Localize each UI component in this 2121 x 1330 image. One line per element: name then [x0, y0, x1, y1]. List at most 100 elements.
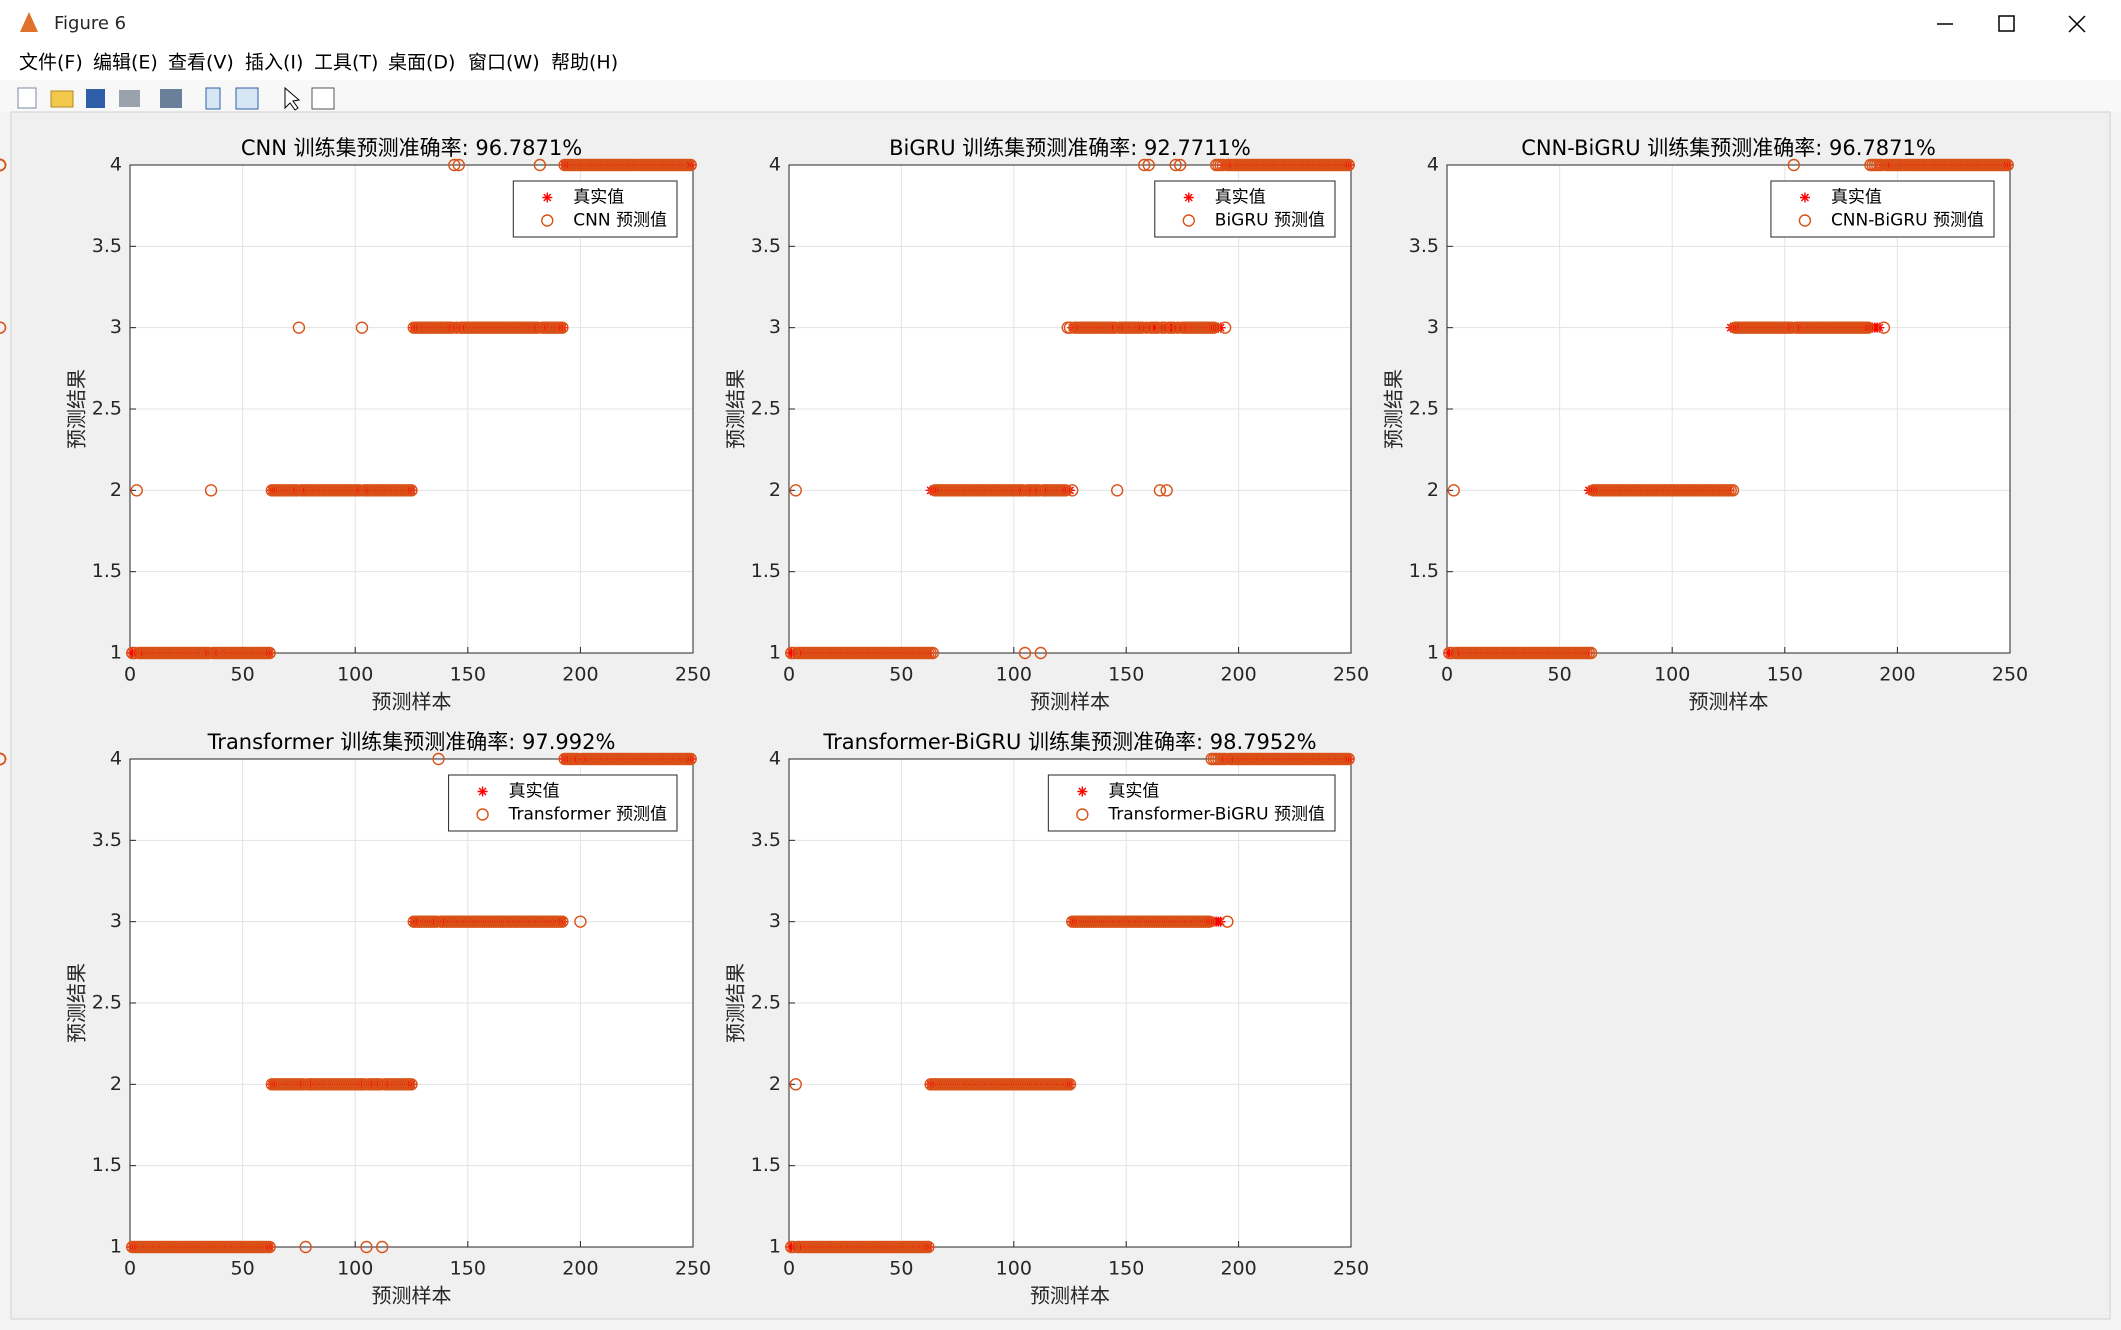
chart-title: BiGRU 训练集预测准确率: 92.7711% [889, 136, 1251, 160]
menu-item[interactable]: 桌面(D) [388, 52, 455, 74]
y-axis-label: 预测结果 [65, 963, 89, 1043]
legend: 真实值 Transformer 预测值 [448, 774, 678, 832]
data-point [1065, 485, 1075, 496]
legend-icon[interactable] [235, 87, 259, 110]
series [127, 160, 696, 658]
print-icon[interactable] [119, 90, 140, 107]
menu-item[interactable]: 编辑(E) [93, 52, 158, 74]
data-point [1169, 158, 1182, 172]
data-point [1787, 158, 1801, 172]
y-tick-label: 1 [110, 642, 122, 664]
open-icon[interactable] [50, 90, 74, 108]
title-bar [0, 0, 2121, 46]
x-tick-label: 200 [1220, 1258, 1256, 1280]
data-point [922, 1240, 935, 1254]
data-point [1018, 646, 1032, 660]
y-tick-label: 3.5 [751, 235, 781, 257]
y-tick-label: 2.5 [92, 992, 122, 1014]
data-point [1034, 646, 1047, 660]
toolbar [0, 80, 2121, 112]
x-tick-label: 250 [1992, 664, 2028, 686]
x-tick-label: 100 [1654, 664, 1690, 686]
menu-item[interactable]: 帮助(H) [551, 52, 618, 74]
pointer-icon[interactable] [284, 86, 301, 111]
menu-bar [0, 46, 2121, 80]
close-button[interactable] [2068, 15, 2086, 33]
data-point [1173, 158, 1187, 172]
data-point [533, 158, 547, 172]
save-icon[interactable] [86, 89, 105, 108]
x-tick-label: 0 [783, 664, 795, 686]
data-point [1447, 484, 1460, 497]
x-axis-label: 预测样本 [372, 690, 452, 714]
data-point [1877, 321, 1891, 334]
y-tick-label: 1 [769, 642, 781, 664]
data-point [923, 648, 934, 658]
data-point [789, 484, 802, 497]
x-tick-label: 250 [1333, 1258, 1369, 1280]
y-tick-label: 2 [769, 479, 781, 501]
legend-marker [1799, 192, 1810, 203]
legend-marker [1183, 192, 1194, 203]
legend-marker [1076, 808, 1089, 821]
data-point [789, 1078, 802, 1091]
series [0, 158, 1355, 660]
data-point [130, 484, 143, 497]
y-tick-label: 3 [110, 316, 122, 338]
x-tick-label: 50 [889, 664, 913, 686]
data-point [263, 1240, 276, 1254]
data-point [1137, 158, 1151, 172]
axes-box [129, 164, 694, 654]
x-tick-label: 150 [1108, 664, 1144, 686]
data-point [355, 321, 369, 334]
menu-item[interactable]: 工具(T) [314, 52, 378, 74]
legend-box [448, 774, 678, 832]
app-icon [20, 12, 38, 32]
y-tick-label: 1.5 [92, 1154, 122, 1176]
y-axis-label: 预测结果 [1382, 369, 1406, 449]
menu-item[interactable]: 窗口(W) [468, 52, 540, 74]
y-tick-label: 1 [769, 1236, 781, 1258]
y-tick-label: 3.5 [92, 235, 122, 257]
data-point [685, 160, 696, 170]
y-tick-label: 2.5 [751, 398, 781, 420]
y-tick-label: 3 [110, 910, 122, 932]
legend-label: Transformer 预测值 [508, 805, 667, 825]
data-point [448, 158, 461, 172]
print-preview-icon[interactable] [160, 89, 182, 108]
data-point [1221, 915, 1234, 928]
y-tick-label: 3 [1427, 316, 1439, 338]
y-tick-label: 3 [769, 316, 781, 338]
x-tick-label: 200 [562, 1258, 598, 1280]
menu-item[interactable]: 插入(I) [245, 52, 303, 74]
legend-label: CNN-BiGRU 预测值 [1831, 211, 1984, 231]
maximize-button[interactable] [1998, 15, 2015, 32]
y-tick-label: 1 [110, 1236, 122, 1258]
data-point [1343, 754, 1354, 764]
data-point [0, 752, 7, 766]
menu-item[interactable]: 文件(F) [19, 52, 83, 74]
data-point [264, 1242, 275, 1252]
x-tick-label: 0 [1441, 664, 1453, 686]
menu-item[interactable]: 查看(V) [168, 52, 234, 74]
window-title: Figure 6 [54, 13, 126, 34]
data-point [1584, 646, 1598, 660]
legend-label: 真实值 [573, 188, 624, 208]
data-point [684, 158, 697, 172]
chart-title: Transformer 训练集预测准确率: 97.992% [207, 730, 616, 754]
x-tick-label: 50 [1548, 664, 1572, 686]
y-tick-label: 3 [769, 910, 781, 932]
x-tick-label: 150 [1108, 1258, 1144, 1280]
x-tick-label: 250 [1333, 664, 1369, 686]
data-point [1158, 321, 1171, 334]
colorbar-icon[interactable] [205, 87, 221, 110]
legend-label: 真实值 [509, 782, 560, 802]
data-point [1874, 322, 1885, 333]
x-axis-label: 预测样本 [1689, 690, 1769, 714]
y-tick-label: 4 [1427, 154, 1439, 176]
legend: 真实值 CNN-BiGRU 预测值 [1770, 180, 1995, 238]
legend-marker [1077, 786, 1088, 797]
new-icon[interactable] [17, 87, 37, 109]
property-icon[interactable] [311, 87, 335, 110]
